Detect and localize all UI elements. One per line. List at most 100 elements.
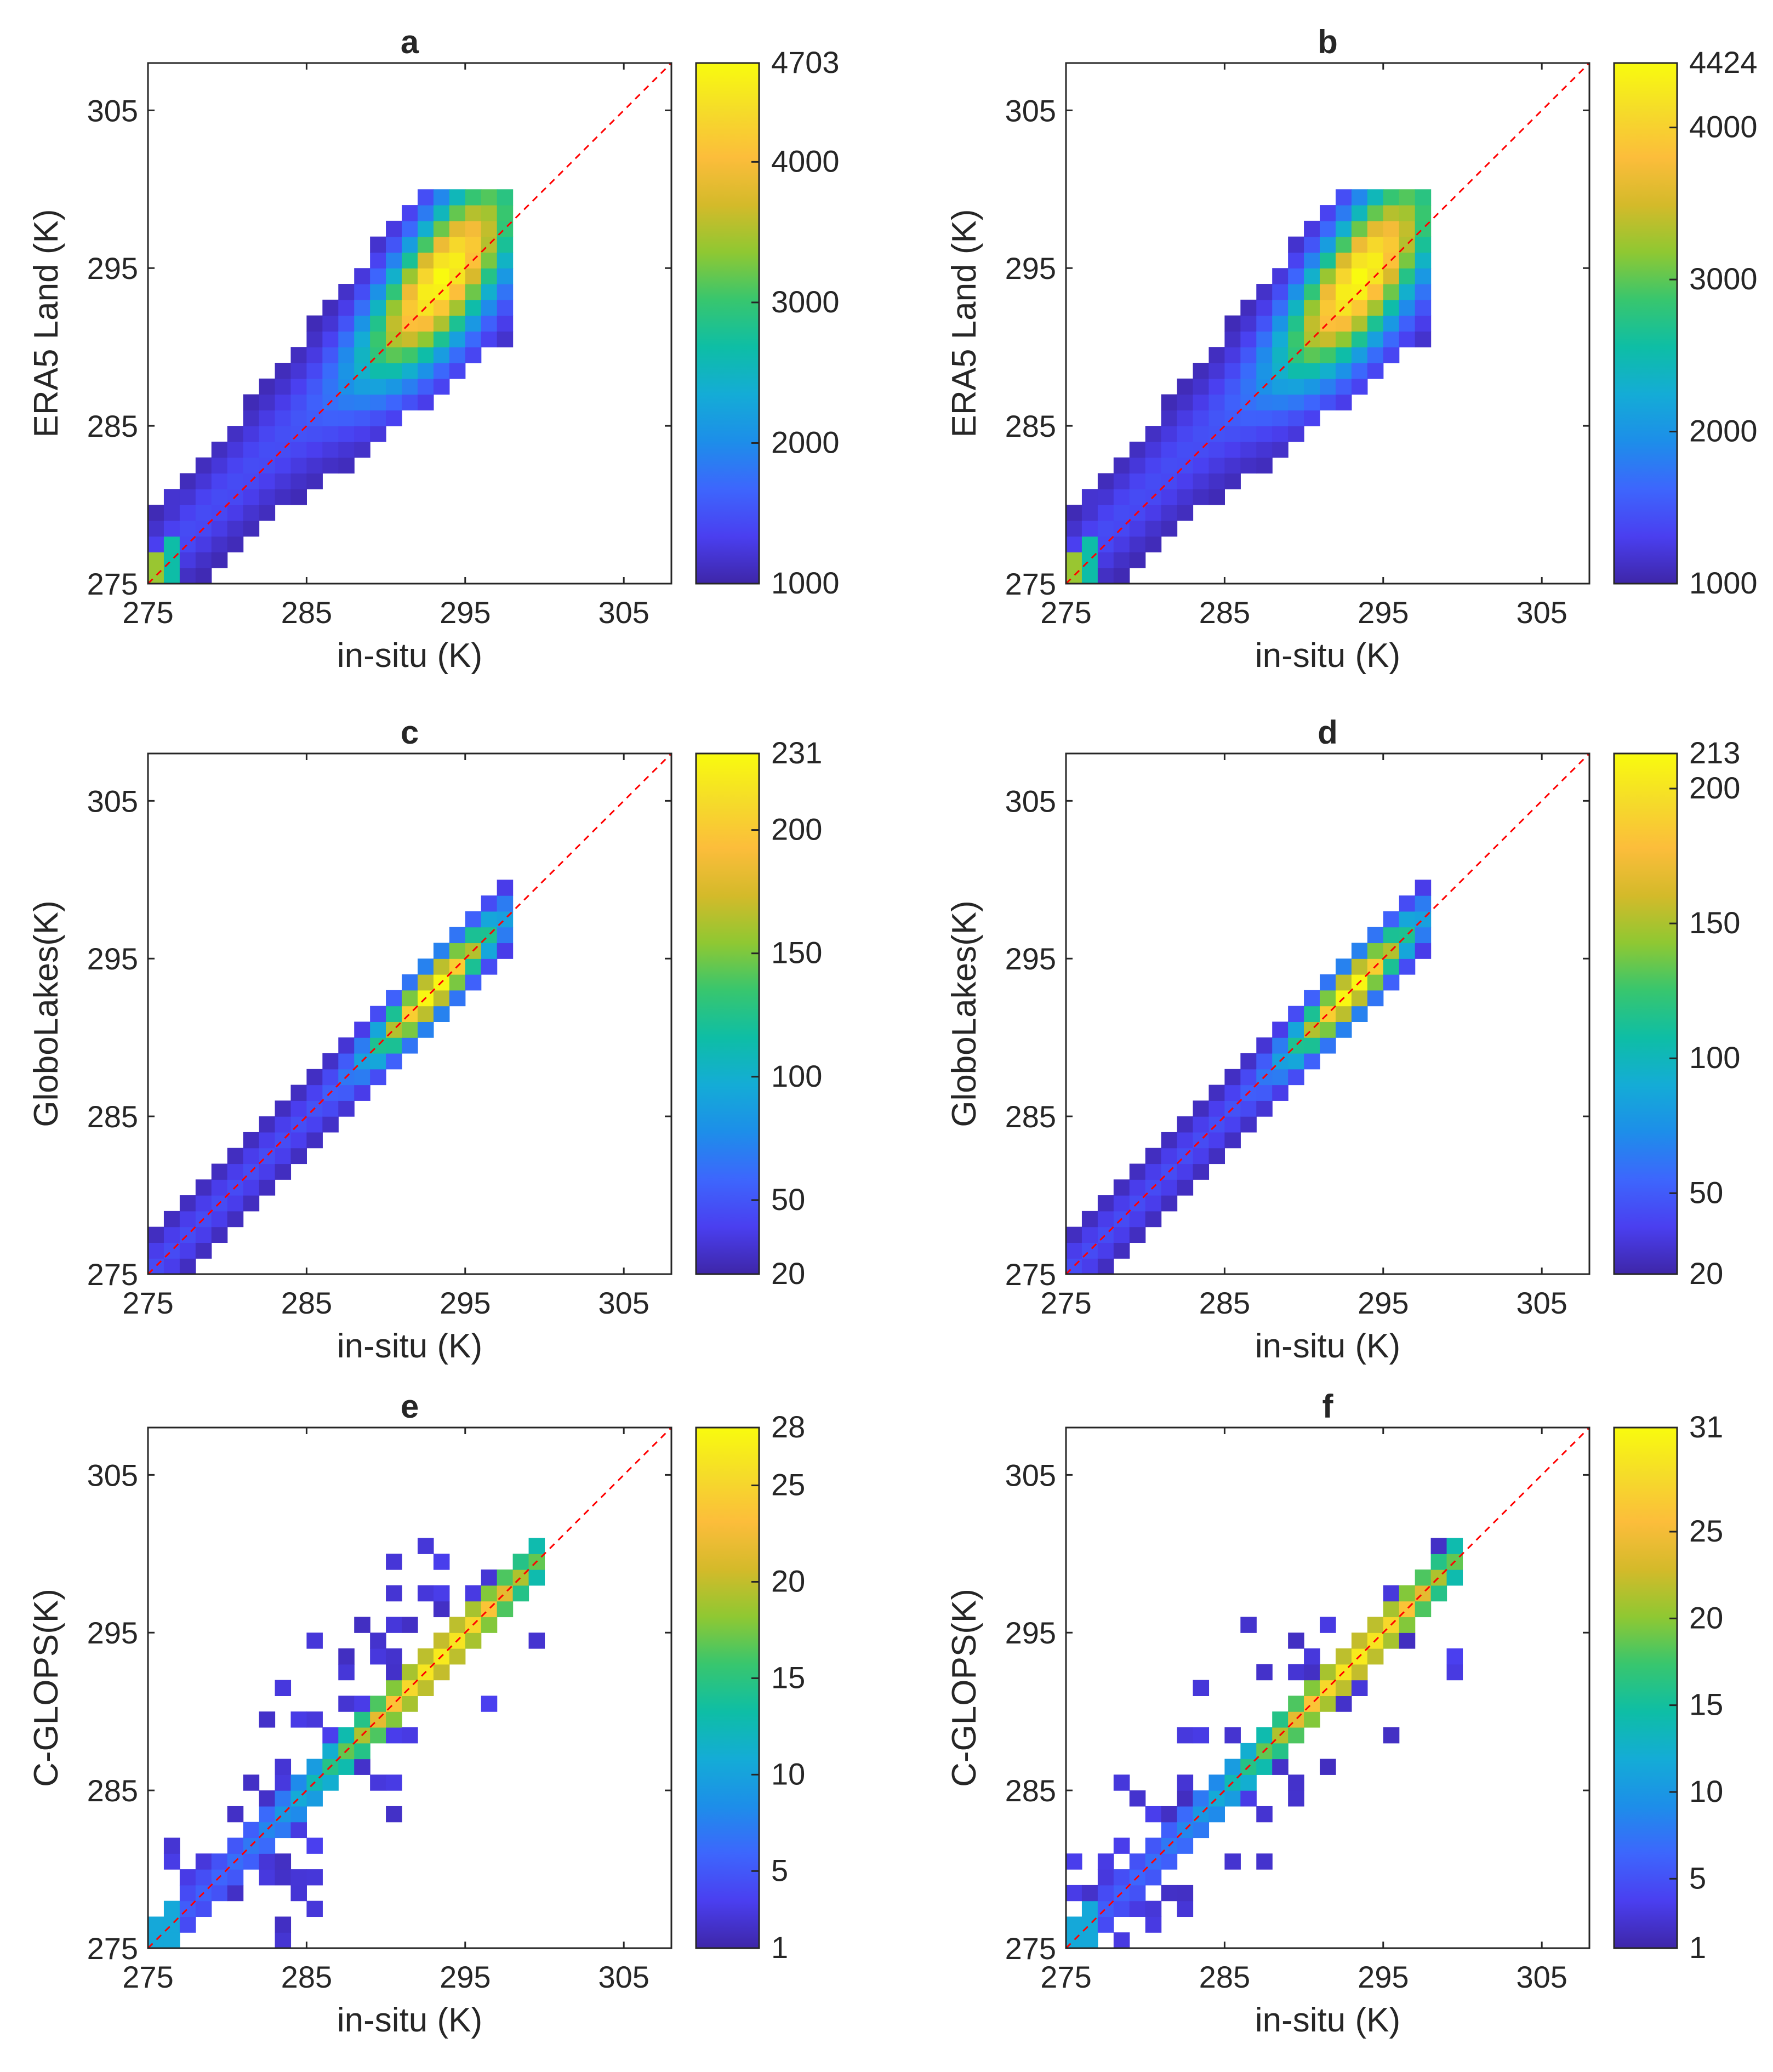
heatmap-cell <box>1351 220 1368 237</box>
y-tick-label: 285 <box>87 409 138 443</box>
heatmap-cell <box>1256 410 1273 426</box>
heatmap-cell <box>275 1790 292 1807</box>
heatmap-cell <box>1177 1179 1194 1196</box>
heatmap-cell <box>227 505 244 521</box>
heatmap-cell <box>179 568 196 584</box>
heatmap-cell <box>1383 220 1400 237</box>
heatmap-cell <box>1208 1806 1225 1823</box>
heatmap-cell <box>481 943 498 959</box>
heatmap-cell <box>1399 1585 1416 1602</box>
heatmap-cell <box>195 568 212 584</box>
heatmap-cell <box>306 331 323 347</box>
x-tick-label: 295 <box>1358 1960 1409 1994</box>
heatmap-cell <box>402 1696 418 1712</box>
heatmap-cell <box>481 205 498 221</box>
heatmap-cell <box>259 1853 276 1870</box>
y-tick-label: 275 <box>87 1257 138 1292</box>
heatmap-cell <box>370 331 386 347</box>
heatmap-cell <box>417 974 434 991</box>
x-tick-label: 305 <box>598 1286 649 1320</box>
heatmap-cell <box>1129 473 1146 489</box>
heatmap-cell <box>306 362 323 379</box>
heatmap-cell <box>1224 394 1241 410</box>
heatmap-cell <box>1224 1084 1241 1101</box>
heatmap-cell <box>1320 1037 1336 1054</box>
heatmap-cell <box>1208 1132 1225 1149</box>
heatmap-cell <box>1351 1006 1368 1022</box>
heatmap-cell <box>1177 1885 1194 1902</box>
heatmap-cell <box>195 505 212 521</box>
heatmap-cell <box>1367 189 1384 206</box>
heatmap-cell <box>1415 1569 1432 1586</box>
heatmap-cell <box>1367 284 1384 300</box>
heatmap-cell <box>1240 457 1257 474</box>
heatmap-cell <box>402 205 418 221</box>
colorbar-tick-label: 2000 <box>771 425 840 459</box>
heatmap-cell <box>1399 895 1416 912</box>
heatmap-cell <box>1288 315 1304 332</box>
heatmap-cell <box>449 205 466 221</box>
heatmap-cell <box>195 457 212 474</box>
heatmap-cell <box>386 1648 402 1665</box>
heatmap-cell <box>179 1258 196 1275</box>
heatmap-cell <box>386 1006 402 1022</box>
heatmap-cell <box>1177 1774 1194 1791</box>
heatmap-cell <box>1304 1711 1320 1728</box>
heatmap-cell <box>1113 536 1130 553</box>
heatmap-cell <box>290 1822 307 1839</box>
heatmap-cell <box>1113 568 1130 584</box>
heatmap-cell <box>1383 927 1400 944</box>
heatmap-cell <box>1240 1617 1257 1633</box>
heatmap-cell <box>259 489 276 505</box>
heatmap-cell <box>1383 189 1400 206</box>
heatmap-cell <box>227 457 244 474</box>
heatmap-cell <box>1351 990 1368 1007</box>
y-tick-label: 285 <box>87 1773 138 1808</box>
heatmap-cell <box>417 394 434 410</box>
heatmap-cell <box>275 473 292 489</box>
heatmap-cell <box>1446 1569 1463 1586</box>
heatmap-cell <box>1415 284 1432 300</box>
heatmap-cell <box>1224 457 1241 474</box>
heatmap-cell <box>1351 347 1368 363</box>
heatmap-cell <box>1335 315 1352 332</box>
heatmap-cell <box>370 252 386 269</box>
heatmap-cell <box>1066 1885 1082 1902</box>
heatmap-cell <box>179 489 196 505</box>
y-tick-label: 275 <box>87 567 138 601</box>
heatmap-cell <box>338 331 355 347</box>
heatmap-cell <box>290 394 307 410</box>
heatmap-cell <box>386 1554 402 1570</box>
heatmap-cell <box>465 927 482 944</box>
heatmap-cell <box>259 1837 276 1854</box>
heatmap-cell <box>1288 1006 1304 1022</box>
heatmap-cell <box>1113 1195 1130 1212</box>
heatmap-cells <box>148 1538 545 1949</box>
panel-title: d <box>1318 714 1338 751</box>
y-tick-label: 305 <box>1005 784 1056 818</box>
heatmap-cell <box>1113 1226 1130 1243</box>
heatmap-cell <box>1145 520 1162 537</box>
heatmap-cell <box>275 1869 292 1886</box>
heatmap-cell <box>1161 1179 1178 1196</box>
heatmap-cell <box>179 1195 196 1212</box>
heatmap-cell <box>1288 331 1304 347</box>
heatmap-cell <box>1415 331 1432 347</box>
heatmap-cell <box>386 236 402 253</box>
colorbar <box>695 62 760 585</box>
heatmap-cell <box>259 1116 276 1133</box>
heatmap-cell <box>306 394 323 410</box>
colorbar-tick-label: 5 <box>1689 1860 1706 1895</box>
heatmap-cell <box>1081 568 1098 584</box>
y-axis-label: ERA5 Land (K) <box>27 209 65 438</box>
heatmap-cell <box>417 331 434 347</box>
heatmap-cell <box>1208 1100 1225 1117</box>
heatmap-cell <box>290 1869 307 1886</box>
heatmap-cell <box>195 536 212 553</box>
heatmap-cell <box>1224 1116 1241 1133</box>
heatmap-cell <box>354 410 370 426</box>
heatmap-cell <box>386 1680 402 1696</box>
heatmap-cell <box>1256 457 1273 474</box>
heatmap-cell <box>275 1916 292 1933</box>
heatmap-cell <box>227 536 244 553</box>
